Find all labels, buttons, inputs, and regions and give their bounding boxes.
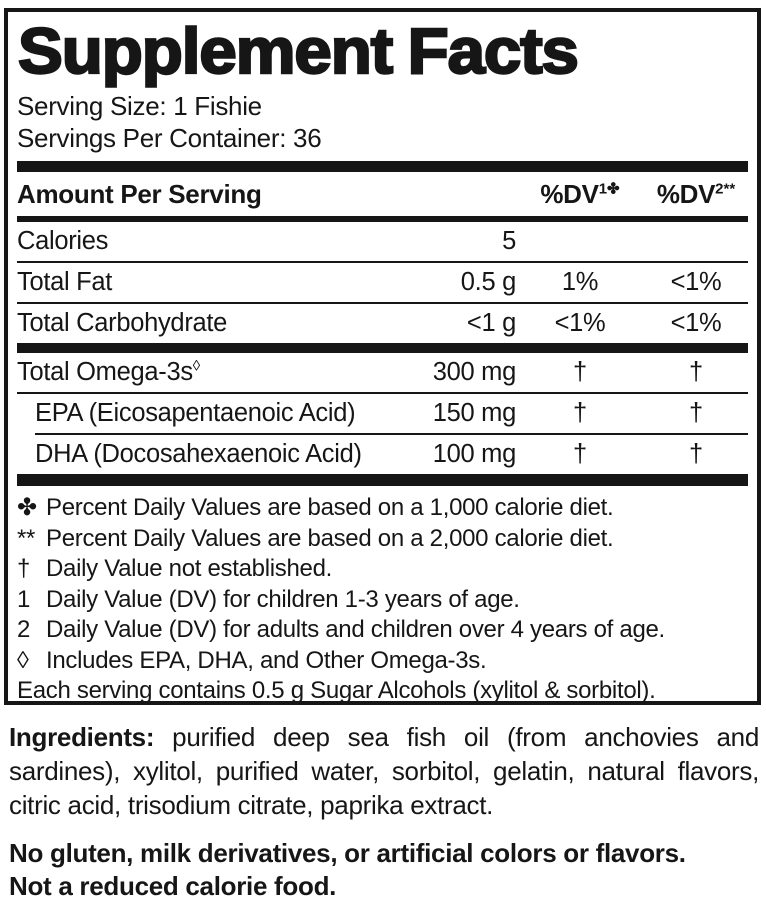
footnote-text: Daily Value not established. [46, 555, 332, 582]
row-divider [17, 261, 748, 263]
thick-divider-bottom [17, 474, 748, 486]
nutrient-dv1-value: † [573, 358, 587, 386]
nutrient-dv2-value: <1% [670, 268, 722, 296]
nutrient-dv1-value: 1% [561, 268, 599, 296]
footnote-symbol: ✤ [17, 494, 37, 521]
nutrient-dv1-value: † [573, 440, 587, 468]
supplement-facts-panel: Supplement Facts Serving Size: 1 Fishie … [4, 8, 761, 705]
table-row: Total Omega-3s◊ 300 mg † † [17, 353, 748, 392]
row-divider [35, 433, 748, 435]
ingredients-paragraph: Ingredients: purified deep sea fish oil … [9, 720, 759, 822]
row-divider [17, 343, 748, 353]
table-row: Total Fat 0.5 g 1% <1% [17, 263, 748, 302]
footnote-line: † Daily Value not established. [17, 554, 748, 585]
footnote-line: Each serving contains 0.5 g Sugar Alcoho… [17, 676, 748, 704]
facts-rows: Calories 5 Total Fat 0.5 g 1% <1% Total … [17, 222, 748, 474]
nutrient-name: EPA (Eicosapentaenoic Acid) [35, 399, 356, 427]
footnotes: ✤ Percent Daily Values are based on a 1,… [17, 493, 748, 704]
table-header-row: Amount Per Serving %DV1✤ %DV2** [17, 172, 748, 216]
dv1-column-header: %DV1✤ [540, 179, 620, 209]
nutrient-amount: 300 mg [432, 358, 517, 386]
nutrient-amount: 100 mg [432, 440, 517, 468]
footnote-line: ** Percent Daily Values are based on a 2… [17, 524, 748, 555]
nutrient-name: Total Carbohydrate [17, 309, 228, 337]
footnote-line: 2 Daily Value (DV) for adults and childr… [17, 615, 748, 646]
calorie-note: Not a reduced calorie food. [9, 871, 337, 901]
thick-divider-top [17, 161, 748, 172]
table-row: Calories 5 [17, 222, 748, 261]
footnote-text: Percent Daily Values are based on a 1,00… [46, 494, 614, 521]
header-divider [17, 216, 748, 222]
nutrient-dv1-value: † [573, 399, 587, 427]
servings-per-container: Servings Per Container: 36 [17, 123, 322, 153]
table-row: DHA (Docosahexaenoic Acid) 100 mg † † [17, 435, 748, 474]
footnote-text: Daily Value (DV) for adults and children… [46, 616, 665, 643]
nutrient-amount: 150 mg [432, 399, 517, 427]
nutrient-amount: <1 g [466, 309, 516, 337]
footnote-symbol: ** [17, 524, 36, 552]
allergen-note: No gluten, milk derivatives, or artifici… [9, 838, 686, 868]
serving-size: Serving Size: 1 Fishie [17, 91, 262, 121]
footnote-line: 1 Daily Value (DV) for children 1-3 year… [17, 585, 748, 616]
footnote-line: ◊ Includes EPA, DHA, and Other Omega-3s. [17, 646, 748, 677]
footnote-text: Percent Daily Values are based on a 2,00… [46, 524, 614, 552]
nutrient-dv1-value: <1% [554, 309, 606, 337]
footnote-symbol: ◊ [17, 646, 29, 674]
footnote-text: Each serving contains 0.5 g Sugar Alcoho… [17, 677, 656, 704]
panel-title: Supplement Facts [17, 15, 580, 87]
footnote-symbol: † [17, 555, 31, 582]
nutrient-amount: 5 [502, 227, 516, 255]
footnote-symbol: 1 [17, 585, 31, 613]
table-row: EPA (Eicosapentaenoic Acid) 150 mg † † [17, 394, 748, 433]
footnote-text: Daily Value (DV) for children 1-3 years … [46, 585, 520, 613]
row-divider [17, 392, 748, 394]
footnote-symbol: 2 [17, 616, 31, 643]
ingredients-label: Ingredients: [9, 722, 155, 752]
ingredients-text: purified deep sea fish oil (from anchovi… [9, 722, 759, 820]
table-row: Total Carbohydrate <1 g <1% <1% [17, 304, 748, 343]
nutrient-name: Total Omega-3s◊ [17, 357, 201, 386]
nutrient-name: DHA (Docosahexaenoic Acid) [35, 440, 362, 468]
nutrient-dv2-value: <1% [670, 309, 722, 337]
nutrient-dv2-value: † [689, 358, 703, 386]
nutrient-amount: 0.5 g [460, 268, 517, 296]
nutrient-dv2-value: † [689, 440, 703, 468]
footnote-text: Includes EPA, DHA, and Other Omega-3s. [46, 646, 487, 674]
footnote-line: ✤ Percent Daily Values are based on a 1,… [17, 493, 748, 524]
nutrient-name: Calories [17, 227, 109, 255]
dv2-column-header: %DV2** [656, 179, 736, 209]
row-divider [17, 302, 748, 304]
nutrient-name: Total Fat [17, 268, 113, 296]
nutrient-dv2-value: † [689, 399, 703, 427]
amount-per-serving-header: Amount Per Serving [17, 179, 262, 209]
